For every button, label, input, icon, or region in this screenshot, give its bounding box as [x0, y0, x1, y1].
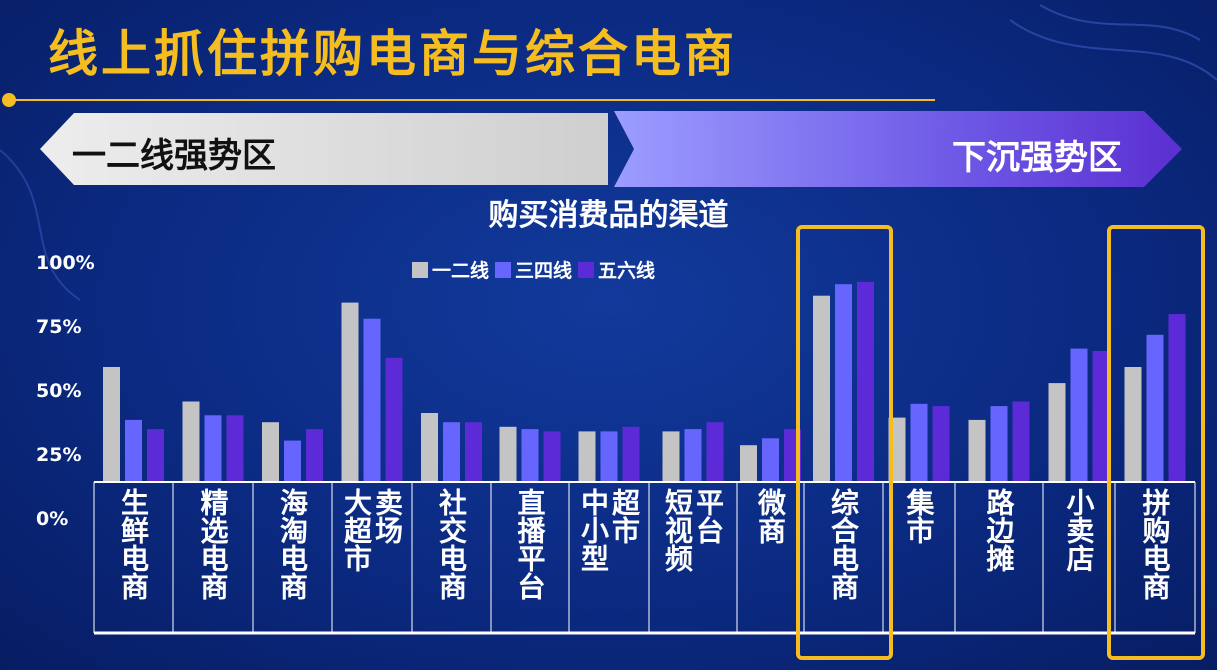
bar-3-2 [306, 429, 323, 482]
y-tick-label: 0% [36, 508, 69, 530]
bar-2-2 [284, 440, 301, 482]
bar-3-7 [706, 422, 724, 482]
category-label-0: 生鲜电商 [94, 488, 173, 628]
bar-1-5 [499, 426, 517, 482]
bar-2-5 [521, 429, 539, 482]
right-arrow-banner [614, 111, 1182, 187]
category-label-text: 微商 [754, 488, 787, 544]
bar-2-10 [910, 403, 928, 482]
bar-3-11 [1012, 401, 1030, 482]
category-label-text: 路边摊 [982, 488, 1016, 572]
category-label-text: 综合电商 [827, 488, 860, 600]
category-label-3: 大超市 卖场 [332, 488, 412, 628]
category-label-text: 精选电商 [196, 488, 230, 600]
bar-3-12 [1092, 350, 1110, 482]
legend-item-series-2: 三四线 [495, 256, 572, 283]
category-label-text: 生鲜电商 [117, 488, 150, 600]
legend-swatch-series-2 [495, 261, 512, 278]
bar-1-13 [1124, 367, 1142, 482]
category-label-6: 中小型 超市 [569, 488, 649, 628]
bar-3-5 [543, 431, 561, 482]
bar-2-1 [204, 415, 222, 482]
legend-swatch-series-3 [578, 261, 595, 278]
bar-1-6 [578, 431, 596, 482]
y-tick-label: 100% [36, 252, 95, 274]
title-underline [10, 99, 935, 101]
bar-2-4 [443, 422, 460, 482]
bar-3-13 [1168, 314, 1186, 482]
bar-2-0 [125, 419, 142, 482]
bar-1-7 [662, 431, 680, 482]
left-arrow-banner [40, 113, 608, 185]
right-arrow-label: 下沉强势区 [952, 138, 1122, 178]
category-label-8: 微商 [737, 488, 804, 628]
legend-item-series-1: 一二线 [412, 256, 489, 283]
legend-label-series-2: 三四线 [515, 260, 573, 282]
bar-2-9 [835, 284, 852, 482]
legend-swatch-series-1 [412, 261, 428, 278]
category-label-7: 短视频 平台 [649, 488, 737, 628]
category-label-4: 社交电商 [412, 488, 491, 628]
bar-1-3 [341, 302, 359, 482]
bar-2-3 [363, 318, 381, 482]
bar-1-0 [103, 367, 120, 482]
category-label-12: 小卖店 [1043, 488, 1115, 628]
category-label-1: 精选电商 [173, 488, 253, 628]
bar-3-4 [465, 422, 482, 482]
category-label-text: 海淘电商 [276, 488, 309, 600]
category-label-9: 综合电商 [804, 488, 883, 628]
category-label-10: 集市 [883, 488, 955, 628]
category-label-text: 直播平台 [513, 488, 547, 600]
category-label-text: 中小型 超市 [577, 488, 641, 572]
title-dot [2, 93, 16, 107]
y-tick-label: 75% [36, 316, 82, 338]
category-label-text: 大超市 卖场 [340, 488, 404, 572]
highlight-box-0 [796, 225, 893, 660]
bar-2-13 [1146, 334, 1164, 482]
legend-label-series-1: 一二线 [432, 260, 490, 282]
bar-3-10 [932, 406, 950, 482]
bar-2-11 [990, 406, 1008, 482]
bar-1-4 [421, 413, 438, 482]
chart-legend: 一二线 三四线 五六线 [412, 256, 655, 283]
category-label-5: 直播平台 [491, 488, 569, 628]
bar-3-9 [857, 281, 874, 482]
category-label-11: 路边摊 [955, 488, 1043, 628]
y-tick-label: 25% [36, 444, 82, 466]
y-tick-label: 50% [36, 380, 82, 402]
category-label-2: 海淘电商 [253, 488, 332, 628]
bar-1-9 [813, 295, 830, 482]
chart-title: 购买消费品的渠道 [488, 198, 729, 233]
left-arrow-label: 一二线强势区 [72, 136, 276, 176]
category-label-text: 短视频 平台 [661, 488, 725, 572]
bar-3-1 [226, 415, 244, 482]
category-label-13: 拼购电商 [1115, 488, 1195, 628]
bar-1-1 [182, 401, 200, 482]
bar-2-6 [600, 431, 618, 482]
bar-1-8 [740, 445, 757, 482]
highlight-box-1 [1107, 225, 1205, 660]
bar-3-3 [385, 357, 403, 482]
category-label-text: 拼购电商 [1138, 488, 1172, 600]
legend-label-series-3: 五六线 [598, 260, 656, 282]
bar-2-7 [684, 429, 702, 482]
category-label-text: 小卖店 [1062, 488, 1096, 572]
bar-3-6 [622, 426, 640, 482]
bar-2-12 [1070, 348, 1088, 482]
bar-3-0 [147, 429, 164, 482]
bar-1-12 [1048, 383, 1066, 482]
bar-2-8 [762, 438, 779, 482]
slide-title: 线上抓住拼购电商与综合电商 [48, 25, 737, 83]
bar-1-2 [262, 422, 279, 482]
category-label-text: 社交电商 [435, 488, 468, 600]
category-label-text: 集市 [902, 488, 936, 544]
bar-1-11 [968, 419, 986, 482]
legend-item-series-3: 五六线 [578, 256, 655, 283]
